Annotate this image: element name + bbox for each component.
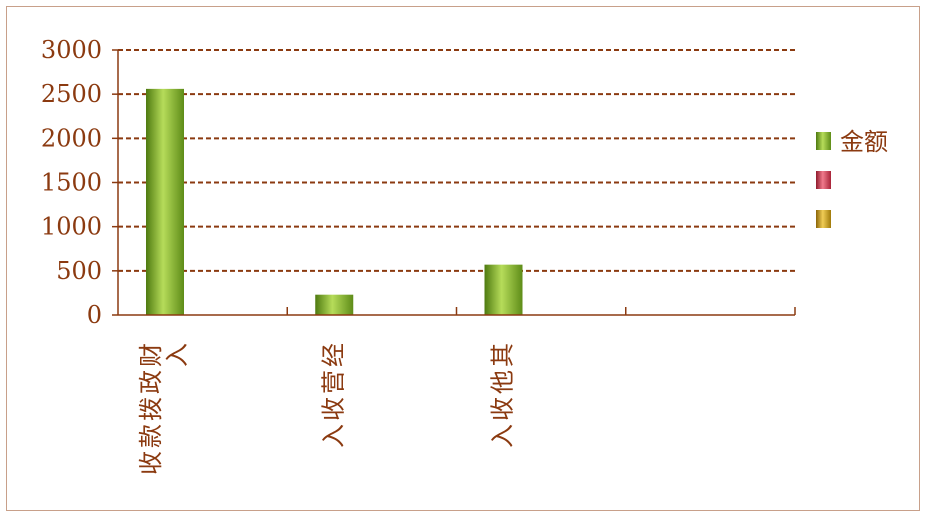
x-category-char: 拨: [137, 397, 165, 421]
x-category-char: 他: [489, 370, 517, 394]
legend-item: 金额: [816, 128, 888, 156]
y-tick-label: 500: [56, 257, 102, 285]
x-category-char: 款: [137, 424, 165, 448]
bar: [146, 88, 184, 315]
legend-swatch: [816, 210, 831, 228]
x-category-char: 收: [319, 397, 347, 421]
y-tick-label: 2000: [41, 124, 102, 152]
legend-swatch: [816, 132, 831, 150]
y-tick-label: 1500: [41, 169, 102, 197]
legend-item: [816, 210, 831, 228]
bar: [315, 294, 354, 315]
x-category-char: 入: [489, 424, 517, 448]
y-tick-label: 3000: [41, 36, 102, 64]
legend-item: [816, 171, 831, 189]
y-tick-label: 0: [87, 301, 102, 329]
legend: 金额: [816, 128, 888, 228]
y-tick-label: 1000: [41, 213, 102, 241]
x-category-char: 收: [489, 397, 517, 421]
legend-label: 金额: [840, 128, 888, 156]
x-category-char: 政: [137, 370, 165, 394]
x-category-char: 财: [137, 343, 165, 367]
axes: [112, 49, 796, 316]
bar: [484, 264, 523, 315]
x-category-char: 收: [137, 451, 165, 475]
legend-swatch: [816, 171, 831, 189]
x-category-char: 经: [319, 343, 347, 367]
x-category-char: 其: [489, 343, 517, 367]
x-category-char: 营: [319, 370, 347, 394]
gridlines: [118, 49, 795, 272]
y-tick-label: 2500: [41, 80, 102, 108]
x-category-char: 入: [163, 343, 191, 367]
x-category-char: 入: [319, 424, 347, 448]
bars: [146, 88, 523, 315]
